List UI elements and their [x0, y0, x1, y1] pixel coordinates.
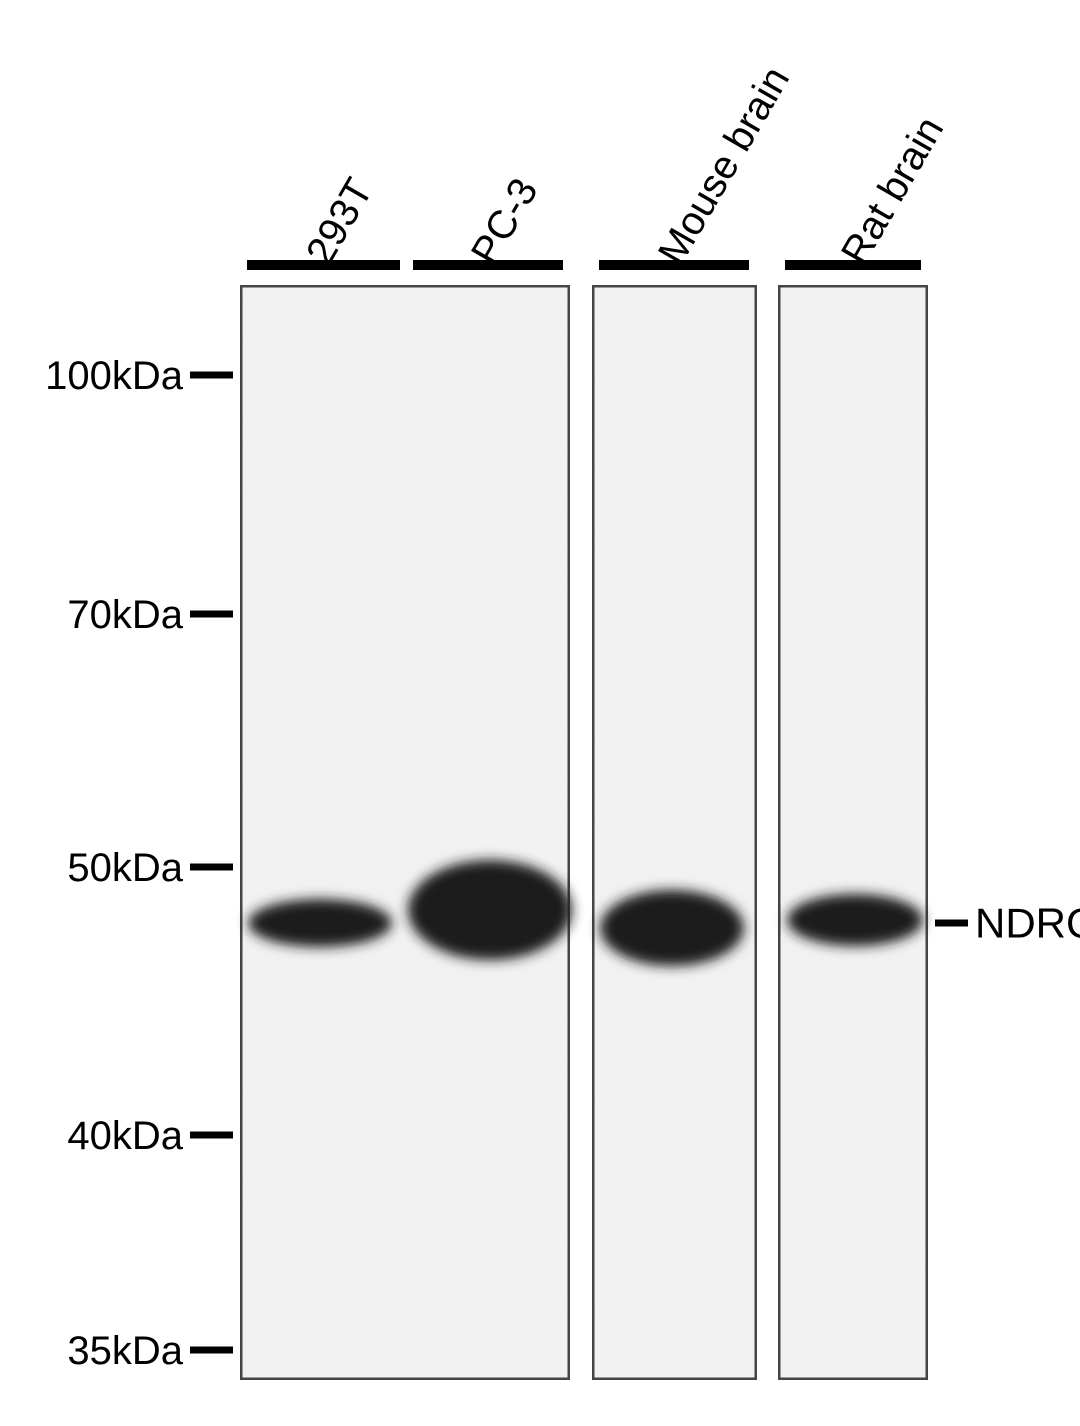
membrane-2: [778, 285, 928, 1380]
mw-tick-2: [190, 864, 233, 871]
mw-tick-3: [190, 1132, 233, 1139]
band-lane-0: [248, 899, 392, 947]
mw-tick-4: [190, 1347, 233, 1354]
mw-label-2: 50kDa: [67, 846, 183, 890]
membranes-group: [240, 285, 928, 1380]
band-lane-2: [600, 890, 744, 966]
lane-headers-group: [247, 260, 921, 270]
mw-label-3: 40kDa: [67, 1114, 183, 1158]
membrane-1: [592, 285, 757, 1380]
western-blot-figure: 100kDa70kDa50kDa40kDa35kDa NDRG1 293TPC-…: [0, 0, 1080, 1426]
membrane-0: [240, 285, 570, 1380]
mw-label-0: 100kDa: [45, 354, 184, 398]
mw-label-4: 35kDa: [67, 1329, 183, 1373]
mw-label-1: 70kDa: [67, 593, 183, 637]
band-lane-3: [787, 894, 923, 946]
mw-tick-1: [190, 611, 233, 618]
target-label-group: NDRG1: [935, 900, 1080, 947]
mw-tick-0: [190, 372, 233, 379]
mw-markers-group: 100kDa 70kDa 50kDa 40kDa 35kDa: [45, 354, 233, 1373]
band-lane-1: [408, 860, 572, 960]
target-tick: [935, 920, 968, 927]
blot-svg: 100kDa 70kDa 50kDa 40kDa 35kDa NDRG1: [0, 0, 1080, 1426]
target-label: NDRG1: [975, 900, 1080, 947]
